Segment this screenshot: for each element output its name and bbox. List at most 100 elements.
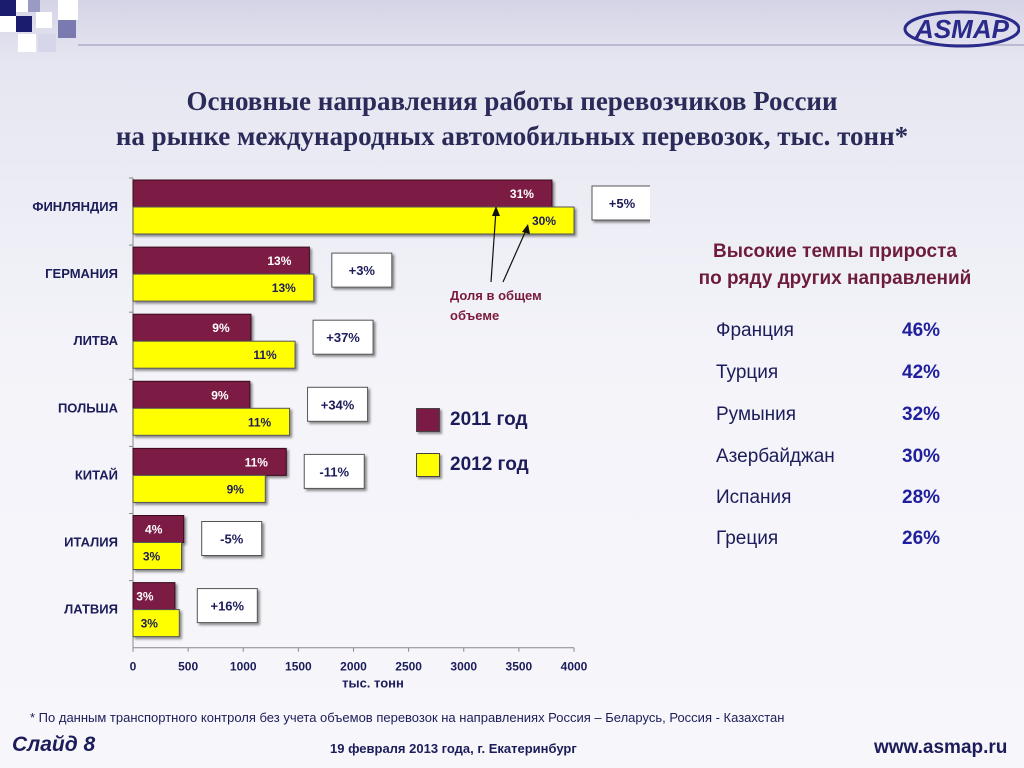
category-label: ЛИТВА — [73, 333, 118, 348]
change-label: +37% — [326, 330, 360, 345]
change-box — [312, 319, 374, 355]
asmap-logo: ASMAP — [903, 10, 1020, 48]
x-tick-label: 500 — [178, 660, 198, 674]
website-link[interactable]: www.asmap.ru — [874, 737, 1008, 758]
bar-2012 — [132, 407, 291, 436]
bar-2012 — [132, 340, 296, 369]
growth-country: Турция — [716, 362, 779, 383]
change-box — [591, 185, 650, 221]
page-title: Основные направления работы перевозчиков… — [0, 84, 1024, 154]
x-tick-label: 3000 — [450, 660, 477, 674]
x-tick-label: 2500 — [395, 660, 422, 674]
bar-chart: ФИНЛЯНДИЯ 31% 30% +5% ГЕРМАНИЯ 13% 13% +3% ЛИТВА… — [32, 177, 650, 691]
category-label: ПОЛЬША — [58, 400, 119, 415]
category-label: ФИНЛЯНДИЯ — [32, 199, 118, 214]
bar-share-label: 3% — [141, 617, 159, 631]
growth-country: Испания — [716, 487, 792, 508]
deco-square — [16, 16, 32, 32]
category-label: ЛАТВИЯ — [64, 602, 118, 617]
legend-item-2011: 2011 год — [416, 408, 528, 432]
change-box — [331, 252, 393, 288]
growth-percent: 46% — [902, 320, 941, 341]
x-tick-label: 2000 — [340, 660, 367, 674]
change-label: +5% — [609, 196, 636, 211]
change-box — [307, 386, 369, 422]
header-divider — [78, 44, 1024, 46]
bar-share-label: 13% — [272, 281, 296, 295]
header-band — [0, 0, 1024, 62]
bar-2012 — [132, 609, 180, 638]
x-axis-label: тыс. тонн — [342, 676, 404, 691]
growth-title-line-1: Высокие темпы прироста — [713, 241, 957, 262]
bar-share-label: 11% — [253, 348, 277, 362]
growth-country: Азербайджан — [716, 446, 835, 467]
bar-share-label: 31% — [510, 187, 534, 201]
growth-percent: 32% — [902, 404, 941, 425]
growth-percent: 30% — [902, 446, 941, 467]
x-tick-label: 1500 — [285, 660, 312, 674]
footer-date: 19 февраля 2013 года, г. Екатеринбург — [330, 741, 577, 756]
slide-number: Слайд 8 — [12, 733, 96, 756]
deco-square — [0, 0, 16, 16]
legend-swatch-2011 — [416, 408, 440, 432]
category-label: ГЕРМАНИЯ — [45, 266, 118, 281]
x-tick-label: 0 — [130, 660, 137, 674]
deco-square — [58, 20, 76, 38]
bar-2012 — [132, 206, 575, 235]
change-label: +16% — [210, 599, 244, 614]
change-label: -11% — [319, 464, 349, 479]
bar-share-label: 11% — [245, 455, 269, 469]
annotation-arrowhead — [522, 224, 530, 234]
legend-label-2011: 2011 год — [450, 409, 528, 430]
annotation-arrowhead — [492, 206, 500, 216]
legend-item-2012: 2012 год — [416, 453, 529, 477]
deco-square — [58, 0, 78, 20]
bar-2011 — [132, 179, 553, 208]
title-line-2: на рынке международных автомобильных пер… — [115, 121, 909, 151]
category-label: ИТАЛИЯ — [64, 535, 118, 550]
x-tick-label: 3500 — [506, 660, 533, 674]
change-label: +3% — [349, 263, 376, 278]
bar-2012 — [132, 474, 266, 503]
annotation-text: Доля в общем — [450, 288, 542, 303]
deco-square — [16, 0, 28, 12]
bar-share-label: 3% — [136, 590, 154, 604]
deco-square — [38, 34, 56, 52]
growth-title: Высокие темпы прироста по ряду других на… — [650, 238, 1020, 292]
bar-2011 — [132, 313, 252, 342]
footnote: * По данным транспортного контроля без у… — [30, 710, 785, 725]
change-label: +34% — [321, 397, 355, 412]
annotation-arrow — [490, 209, 497, 283]
bar-share-label: 30% — [532, 214, 556, 228]
growth-percent: 28% — [902, 487, 941, 508]
bar-2012 — [132, 542, 183, 570]
bar-share-label: 4% — [145, 523, 163, 537]
change-label: -5% — [220, 532, 244, 547]
deco-square — [0, 16, 16, 32]
bar-share-label: 3% — [143, 550, 161, 564]
change-box — [201, 521, 263, 556]
deco-square — [36, 12, 52, 28]
title-line-1: Основные направления работы перевозчиков… — [186, 86, 838, 116]
bar-2011 — [132, 515, 185, 543]
annotation-arrow — [502, 227, 528, 283]
x-tick-label: 4000 — [561, 660, 588, 674]
x-tick-label: 1000 — [230, 660, 257, 674]
bar-2011 — [132, 380, 251, 409]
bar-2012 — [132, 273, 315, 302]
growth-country: Греция — [716, 528, 779, 549]
bar-share-label: 9% — [227, 482, 245, 496]
bar-share-label: 9% — [211, 388, 229, 402]
growth-percent: 42% — [902, 362, 941, 383]
bar-2011 — [132, 582, 176, 611]
bar-share-label: 11% — [248, 415, 272, 429]
change-box — [303, 453, 365, 489]
legend-label-2012: 2012 год — [450, 454, 529, 475]
deco-square — [18, 34, 36, 52]
growth-country: Румыния — [716, 404, 797, 425]
annotation-text: объеме — [450, 308, 499, 323]
bar-share-label: 9% — [212, 321, 230, 335]
growth-title-line-2: по ряду других направлений — [698, 268, 972, 289]
category-label: КИТАЙ — [75, 467, 118, 482]
bar-share-label: 13% — [267, 254, 291, 268]
